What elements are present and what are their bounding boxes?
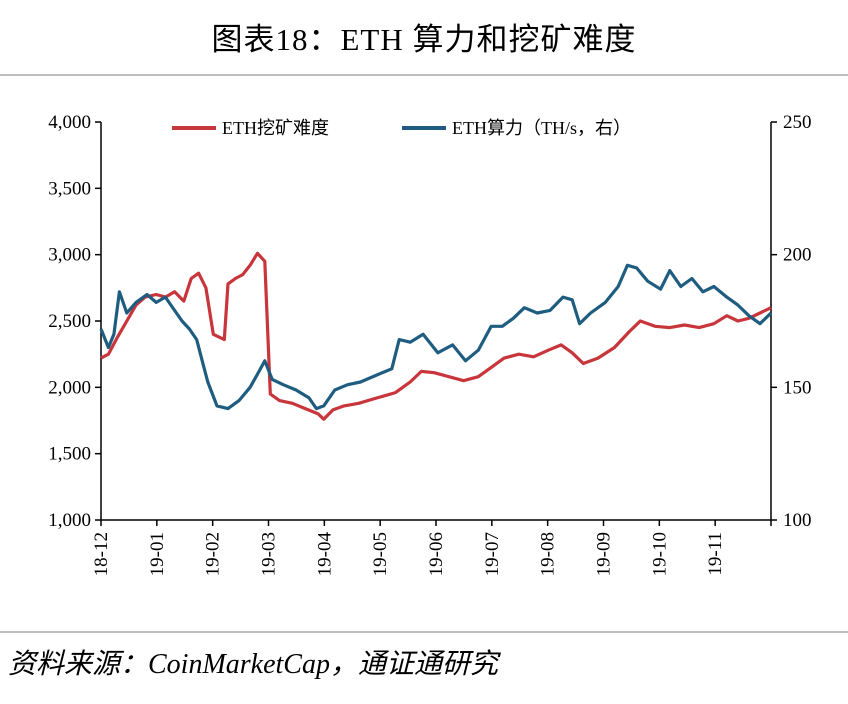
left-y-tick-label: 2,000: [48, 377, 91, 398]
top-divider: [0, 74, 848, 76]
left-y-tick-label: 2,500: [48, 311, 91, 332]
left-y-tick-label: 3,500: [48, 178, 91, 199]
legend-label: ETH挖矿难度: [222, 118, 329, 138]
x-tick-label: 19-08: [538, 532, 559, 576]
x-tick-label: 19-07: [482, 532, 503, 576]
difficulty-series-line: [100, 251, 772, 421]
x-tick-label: 19-04: [314, 532, 335, 577]
left-y-tick-label: 4,000: [48, 112, 91, 133]
right-y-tick-label: 200: [783, 245, 812, 266]
x-tick-label: 19-10: [649, 532, 670, 576]
x-tick-label: 19-09: [594, 532, 615, 576]
chart-title: 图表18：ETH 算力和挖矿难度: [211, 22, 637, 57]
x-tick-label: 19-06: [426, 532, 447, 576]
source-note: 资料来源：CoinMarketCap，通证通研究: [8, 649, 498, 680]
x-tick-label: 19-11: [705, 532, 726, 576]
right-y-tick-label: 250: [783, 112, 812, 133]
hashrate-series-line: [99, 263, 773, 411]
right-y-tick-label: 100: [783, 510, 812, 531]
dual-axis-line-chart: 1,000 1,500 2,000 2,500 3,000 3,500 4,000 100 15…: [48, 112, 812, 577]
x-tick-label: 19-03: [259, 532, 280, 576]
left-y-tick-label: 1,000: [48, 510, 91, 531]
bottom-divider: [0, 631, 848, 633]
x-tick-label: 18-12: [91, 532, 112, 576]
x-tick-label: 19-05: [370, 532, 391, 576]
right-y-tick-label: 150: [783, 377, 812, 398]
x-tick-label: 19-02: [203, 532, 224, 576]
left-y-tick-label: 1,500: [48, 444, 91, 465]
left-y-tick-label: 3,000: [48, 245, 91, 266]
x-tick-label: 19-01: [147, 532, 168, 576]
legend-label: ETH算力（TH/s，右）: [452, 118, 631, 138]
